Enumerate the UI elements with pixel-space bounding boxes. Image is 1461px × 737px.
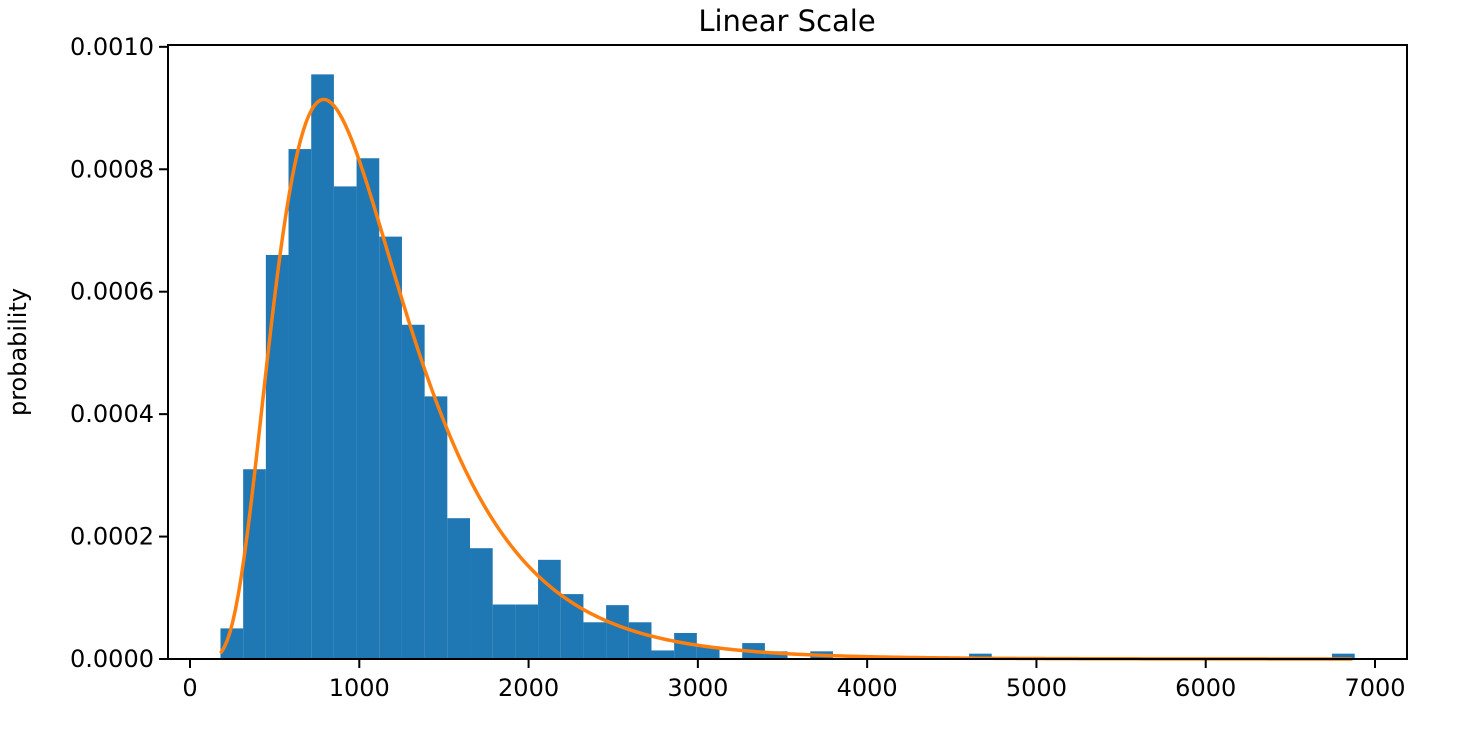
x-tick-label: 5000 bbox=[1006, 674, 1067, 702]
y-axis-label: probability bbox=[4, 288, 32, 416]
histogram-bar bbox=[560, 594, 584, 659]
histogram-bar bbox=[333, 186, 357, 659]
y-tick-label: 0.0010 bbox=[70, 33, 154, 61]
histogram-bar bbox=[515, 604, 539, 659]
histogram-bar bbox=[538, 559, 561, 659]
histogram-bar bbox=[447, 518, 470, 659]
plot-area: 0 1000 2000 3000 4000 5000 6000 7000 0.0000 0.000… bbox=[70, 33, 1408, 702]
histogram-bar bbox=[379, 236, 402, 660]
histogram-bar bbox=[311, 74, 334, 659]
histogram-bar bbox=[696, 646, 720, 659]
histogram-bar bbox=[401, 324, 425, 659]
x-tick-label: 7000 bbox=[1344, 674, 1405, 702]
y-tick-label: 0.0006 bbox=[70, 278, 154, 306]
chart-title: Linear Scale bbox=[698, 4, 875, 38]
histogram-bar bbox=[470, 548, 493, 659]
axes-frame bbox=[167, 44, 1408, 660]
histogram-bar bbox=[265, 254, 289, 659]
histogram-bar bbox=[674, 632, 697, 659]
histogram-bar bbox=[764, 651, 788, 659]
histogram-bar bbox=[606, 605, 629, 659]
histogram-bar bbox=[651, 650, 675, 659]
histogram-bar bbox=[628, 622, 652, 659]
y-tick-label: 0.0008 bbox=[70, 155, 154, 183]
y-tick-label: 0.0004 bbox=[70, 400, 154, 428]
x-tick-label: 6000 bbox=[1175, 674, 1236, 702]
x-tick-label: 4000 bbox=[837, 674, 898, 702]
histogram-bar bbox=[424, 396, 448, 659]
histogram-bar bbox=[220, 628, 244, 659]
histogram-bar bbox=[288, 149, 312, 659]
histogram-bar bbox=[243, 469, 266, 659]
histogram-bar bbox=[1332, 653, 1355, 659]
x-tick-label: 1000 bbox=[329, 674, 390, 702]
x-tick-label: 3000 bbox=[667, 674, 728, 702]
histogram-bar bbox=[969, 653, 992, 659]
x-tick-label: 0 bbox=[182, 674, 197, 702]
histogram-bar bbox=[492, 604, 516, 659]
y-tick-label: 0.0000 bbox=[70, 645, 154, 673]
histogram-bar bbox=[583, 622, 607, 659]
histogram-bar bbox=[356, 158, 380, 659]
y-tick-label: 0.0002 bbox=[70, 523, 154, 551]
x-tick-label: 2000 bbox=[498, 674, 559, 702]
